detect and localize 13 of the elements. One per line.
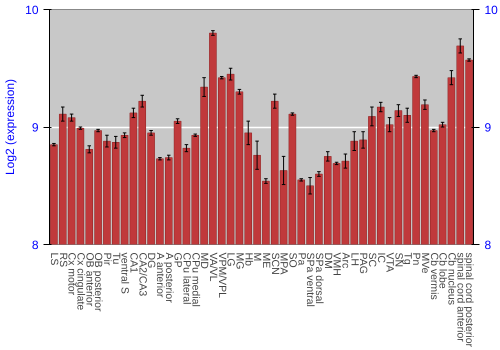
x-tick-label: spinal cord anterior <box>454 252 466 342</box>
y2-tick-label: 10 <box>484 3 498 17</box>
y-axis-title: Log2 (expression) <box>3 78 18 176</box>
x-tick-label: CA1 <box>127 252 140 274</box>
y-tick-label: 9 <box>32 120 39 134</box>
x-tick-label: LS <box>48 252 60 266</box>
y-tick-label: 10 <box>25 3 39 17</box>
y2-tick-label: 9 <box>484 120 492 134</box>
x-tick-label: SPa ventral <box>304 252 316 307</box>
y2-tick-label: 8 <box>484 238 492 252</box>
y-tick-label: 8 <box>32 238 39 252</box>
x-tick-label: Tg <box>401 252 414 265</box>
x-tick-label: PAG <box>357 252 370 274</box>
